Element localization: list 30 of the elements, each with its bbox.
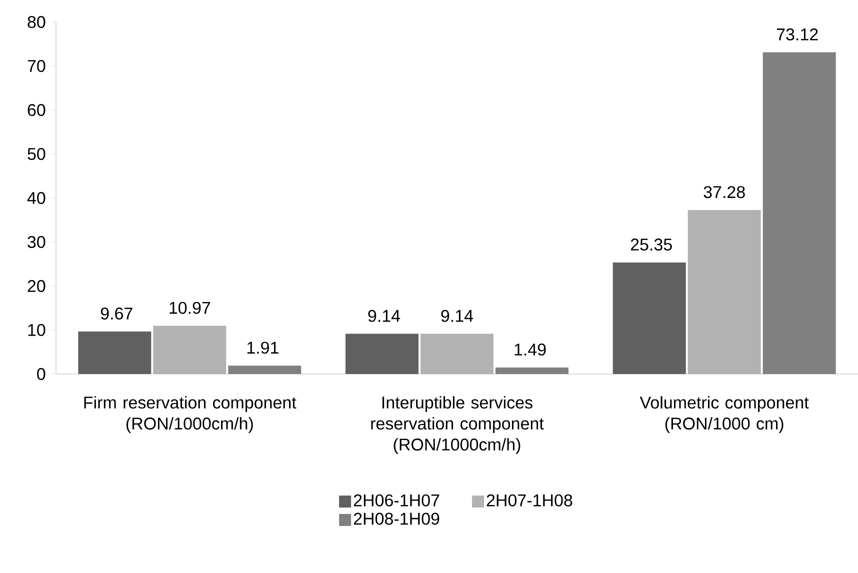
- legend-label: 2H08-1H09: [354, 512, 440, 525]
- bar: [346, 334, 419, 374]
- data-label: 9.67: [100, 308, 132, 320]
- data-label: 1.49: [514, 344, 546, 356]
- bar: [228, 366, 302, 374]
- data-label: 37.28: [704, 186, 745, 198]
- legend-label: 2H06-1H07: [354, 494, 440, 506]
- x-tick-label: Firm reservation component (RON/1000cm/h): [84, 396, 296, 433]
- y-tick-label: 30: [28, 236, 46, 248]
- bar: [495, 367, 568, 374]
- data-label: 73.12: [776, 28, 818, 40]
- y-tick-label: 0: [37, 368, 46, 380]
- y-tick-label: 50: [28, 148, 46, 160]
- y-tick-label: 20: [28, 280, 46, 292]
- bar: [78, 331, 152, 374]
- data-label: 1.91: [247, 342, 278, 354]
- x-tick-label: Volumetric component (RON/1000 cm): [640, 396, 809, 433]
- data-label: 25.35: [630, 238, 672, 251]
- bar: [612, 262, 686, 374]
- y-tick-label: 80: [28, 16, 46, 28]
- y-tick-label: 60: [28, 104, 46, 116]
- data-label: 9.14: [441, 310, 474, 322]
- y-tick-label: 10: [28, 324, 46, 336]
- bar: [762, 52, 836, 374]
- x-tick-label: Interuptible services reservation component (RON/1000cm/h): [371, 396, 544, 454]
- y-tick-label: 70: [28, 60, 46, 72]
- legend-label: 2H07-1H08: [486, 494, 572, 506]
- y-tick-label: 40: [27, 192, 46, 204]
- data-label: 9.14: [368, 310, 400, 322]
- data-label: 10.97: [170, 302, 210, 314]
